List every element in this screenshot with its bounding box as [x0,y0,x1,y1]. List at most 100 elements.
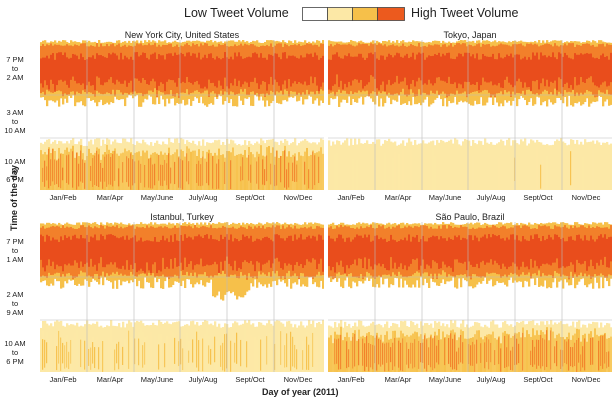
heat-cell [140,237,143,269]
heat-cell [200,59,203,89]
heat-cell [484,138,487,190]
heat-cell [172,331,175,372]
heat-cell [68,236,71,264]
heat-cell [330,59,333,91]
heat-cell [248,329,251,372]
heat-cell [108,154,110,185]
heat-cell [358,235,361,259]
heat-cell [524,138,527,190]
heat-cell [212,156,214,189]
heat-cell [126,235,129,261]
heat-cell [162,55,165,84]
heat-cell [336,152,339,190]
heat-cell [592,239,595,267]
heat-cell [368,153,371,190]
heat-cell [354,56,357,80]
heat-cell [160,333,163,372]
heat-cell [82,238,85,267]
heat-cell [464,338,467,372]
heat-cell [222,239,225,271]
heat-cell [538,141,541,190]
heat-cell [144,164,146,188]
heat-cell [440,339,443,372]
heat-cell [270,54,273,77]
heat-cell [168,241,171,269]
heat-cell [430,336,432,368]
heat-cell [234,238,237,261]
heat-cell [184,156,187,190]
heat-cell [516,143,519,190]
heat-cell [104,57,107,83]
heat-cell [538,59,541,90]
heat-cell [446,141,449,190]
heat-cell [498,157,501,190]
heat-cell [432,55,435,86]
x-tick-label: Nov/Dec [571,193,601,202]
heat-cell [452,239,455,272]
legend-swatch-1 [302,7,328,21]
heat-cell [596,239,599,263]
heat-cell [594,143,597,190]
heat-cell [184,337,187,372]
heat-cell [448,237,451,267]
heat-cell [494,144,497,190]
heat-cell [336,52,339,75]
heat-cell [468,149,471,190]
heat-cell [404,55,407,78]
heat-cell [590,53,593,77]
heat-cell [492,234,495,265]
heat-cell [72,151,74,188]
heat-cell [204,54,207,87]
heat-cell [486,56,489,83]
heat-cell [406,240,409,271]
heat-cell [100,234,103,258]
heat-cell [566,55,569,83]
heat-cell [394,55,397,83]
heat-cell [196,331,198,368]
heat-cell [598,142,601,190]
heat-cell [152,331,155,372]
heat-cell [600,234,603,260]
heat-cell [384,343,386,372]
heat-cell [124,338,127,372]
heat-cell [262,238,265,265]
heat-cell [130,336,133,372]
heat-cell [64,235,67,265]
heat-cell [114,53,117,85]
heat-cell [508,239,511,267]
heat-cell [602,53,605,83]
heat-cell [100,162,102,182]
x-tick-label: Nov/Dec [571,375,601,384]
heat-cell [214,59,217,87]
heat-cell [562,237,565,267]
heat-cell [264,169,266,186]
heat-cell [502,238,505,264]
heat-cell [180,235,183,263]
heat-cell [300,234,303,265]
heat-cell [446,240,449,268]
heat-cell [548,55,551,87]
heat-cell [530,235,533,259]
heat-cell [518,343,520,364]
heat-cell [608,59,611,86]
heat-cell [476,339,478,364]
heat-cell [546,330,548,368]
heat-cell [158,54,161,86]
heat-cell [96,53,99,77]
heat-cell [90,347,92,370]
x-tick-label: Mar/Apr [384,193,412,202]
heat-cell [176,240,179,267]
heat-cell [570,346,572,367]
heat-cell [410,342,412,364]
heat-cell [354,237,357,260]
heat-cell [430,237,433,269]
heat-cell [72,337,75,372]
heat-cell [380,339,382,367]
heat-cell [184,56,187,83]
heat-cell [350,241,353,266]
heat-cell [370,241,373,267]
heat-cell [438,52,441,78]
heat-cell [402,338,404,372]
heat-cell [286,237,289,266]
heat-cell [220,345,222,367]
